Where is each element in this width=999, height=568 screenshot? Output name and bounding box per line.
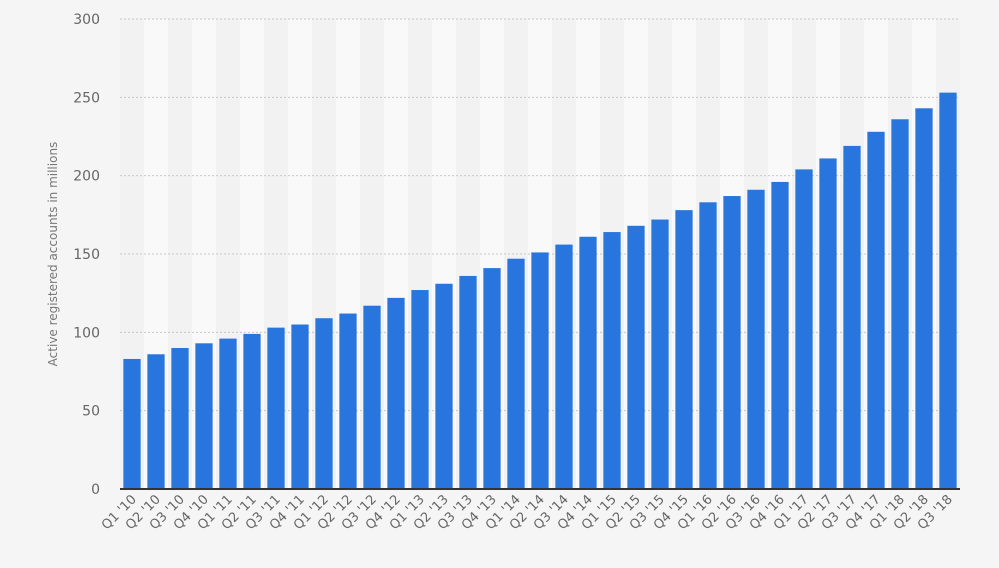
y-tick-label: 150 bbox=[73, 247, 100, 263]
bar[interactable] bbox=[603, 232, 621, 490]
bar[interactable] bbox=[123, 358, 141, 489]
bar[interactable] bbox=[147, 354, 165, 489]
bar[interactable] bbox=[531, 252, 549, 489]
bar[interactable] bbox=[891, 119, 909, 490]
bar[interactable] bbox=[843, 145, 861, 489]
bar[interactable] bbox=[507, 258, 525, 489]
y-tick-label: 300 bbox=[73, 12, 100, 28]
bar[interactable] bbox=[315, 318, 333, 489]
bar[interactable] bbox=[555, 244, 573, 489]
bar[interactable] bbox=[411, 290, 429, 489]
bar[interactable] bbox=[459, 275, 477, 489]
bar[interactable] bbox=[627, 225, 645, 490]
y-tick-label: 100 bbox=[73, 325, 100, 341]
y-tick-label: 50 bbox=[82, 404, 100, 420]
bar[interactable] bbox=[435, 283, 453, 489]
bar[interactable] bbox=[267, 327, 285, 489]
y-tick-label: 0 bbox=[91, 482, 100, 498]
bar[interactable] bbox=[675, 210, 693, 489]
bar[interactable] bbox=[483, 268, 501, 489]
bar[interactable] bbox=[747, 189, 765, 489]
bar[interactable] bbox=[363, 305, 381, 489]
bar[interactable] bbox=[699, 202, 717, 490]
bar[interactable] bbox=[771, 181, 789, 489]
bar[interactable] bbox=[867, 131, 885, 490]
bar[interactable] bbox=[219, 338, 237, 489]
bar[interactable] bbox=[579, 236, 597, 489]
bar[interactable] bbox=[171, 348, 189, 489]
bar[interactable] bbox=[795, 169, 813, 489]
y-tick-label: 200 bbox=[73, 169, 100, 185]
bar[interactable] bbox=[243, 333, 261, 489]
bar[interactable] bbox=[339, 313, 357, 489]
bar[interactable] bbox=[291, 324, 309, 490]
bar[interactable] bbox=[723, 196, 741, 490]
bar[interactable] bbox=[651, 219, 669, 490]
bar[interactable] bbox=[915, 108, 933, 490]
bar[interactable] bbox=[195, 343, 213, 489]
y-axis-label: Active registered accounts in millions bbox=[46, 142, 60, 367]
y-tick-label: 250 bbox=[73, 90, 100, 106]
bar[interactable] bbox=[819, 158, 837, 489]
bar[interactable] bbox=[939, 92, 957, 489]
bar[interactable] bbox=[387, 297, 405, 489]
